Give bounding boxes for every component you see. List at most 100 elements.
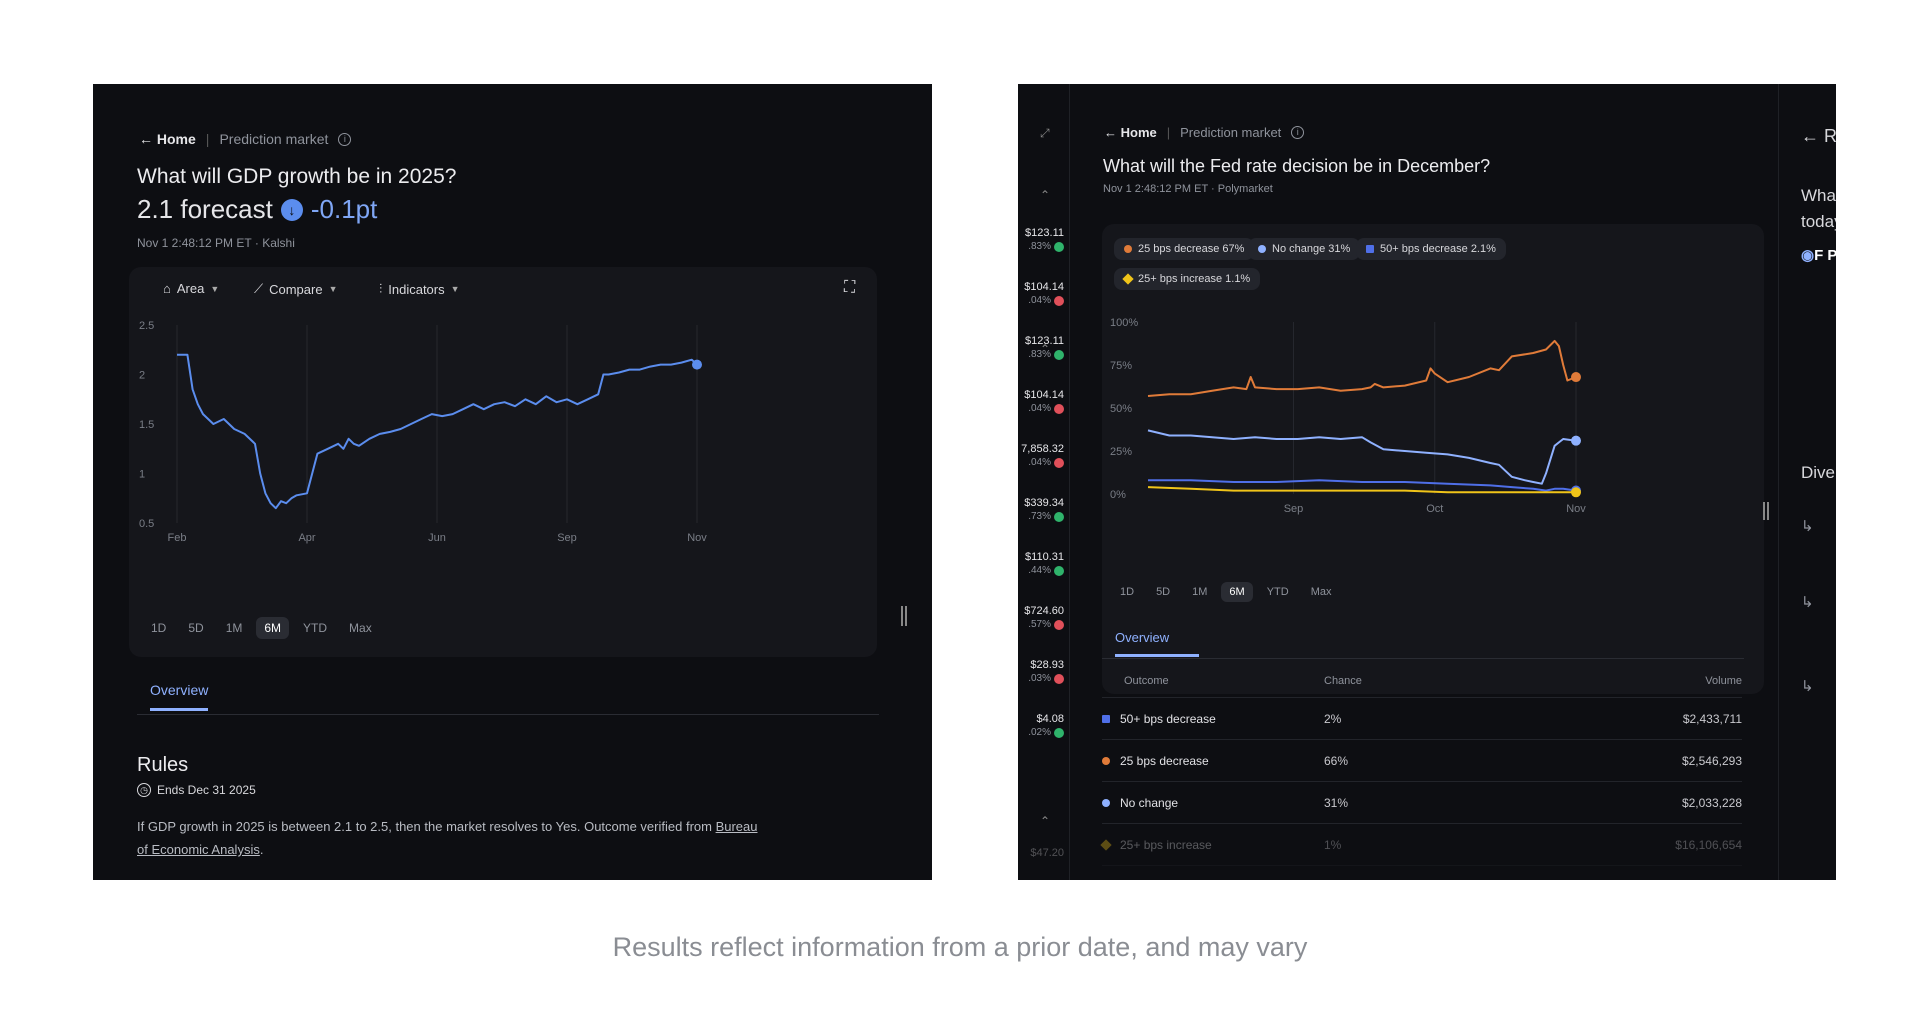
range-1d[interactable]: 1D [151,621,167,635]
tab-overview[interactable]: Overview [1115,630,1199,657]
stock-item[interactable]: $104.14 .04% [1018,280,1064,308]
range-1d[interactable]: 1D [1120,586,1135,598]
chevron-down-icon: ▼ [450,284,460,294]
arrow-up-icon [1054,242,1064,252]
table-row[interactable]: 25+ bps increase 1% $16,106,654 [1100,824,1742,866]
outcome-cell: 25+ bps increase [1100,838,1324,852]
stock-item[interactable]: $123.11 .83% [1018,334,1064,362]
stock-pct: .44% [1028,565,1051,576]
indicators-dropdown[interactable]: ⫶ Indicators ▼ [379,281,460,297]
y-tick-label: 50% [1110,403,1132,415]
gdp-line-chart: Feb Apr Jun Sep Nov 2.5 2 1.5 1 0.5 [139,320,707,544]
legend-item[interactable]: 50+ bps decrease 2.1% [1356,238,1506,260]
stock-item[interactable]: $47.20 [1018,846,1064,860]
arrow-up-icon [1054,728,1064,738]
arrow-up-icon [1054,566,1064,576]
chance-cell: 1% [1324,837,1342,852]
reply-icon[interactable]: ↳ [1801,678,1814,695]
series-line [1147,429,1577,485]
series-line [1148,479,1577,492]
footer-caption: Results reflect information from a prior… [612,932,1308,962]
range-6m[interactable]: 6M [256,617,290,639]
chance-cell: 31% [1324,795,1349,810]
info-icon[interactable]: i [1291,126,1305,139]
logo-icon: ◉ [1801,247,1815,264]
series-endpoint [1571,487,1581,498]
breadcrumb-separator: | [1166,125,1171,140]
stock-item[interactable]: $4.08 .02% [1018,712,1064,740]
stock-item[interactable]: $339.34 .73% [1018,496,1064,524]
stock-item[interactable]: $110.31 .44% [1018,550,1064,578]
stock-item[interactable]: $724.60 .57% [1018,604,1064,632]
volume-cell: $2,033,228 [1681,795,1742,810]
range-ytd[interactable]: YTD [303,621,328,635]
x-tick-label: Jun [428,532,446,544]
home-link[interactable]: ← Home [1104,125,1157,140]
stock-change: .02% [1018,726,1064,740]
stock-pct: .73% [1028,511,1051,522]
fullscreen-icon[interactable]: ⛶ [844,279,856,296]
compare-dropdown[interactable]: ⟋ Compare ▼ [254,281,338,297]
outcome-label: No change [1120,795,1179,810]
bea-link-cont[interactable]: of Economic Analysis [137,842,260,857]
side-back[interactable]: ← Re [1801,126,1836,147]
stock-change: .04% [1018,294,1064,308]
y-tick-label: 0.5 [139,518,154,530]
table-row[interactable]: 50+ bps decrease 2% $2,433,711 [1102,698,1742,740]
stock-item[interactable]: $28.93 .03% [1018,658,1064,686]
series-endpoint [1571,372,1581,383]
range-ytd[interactable]: YTD [1266,586,1289,598]
tab-overview[interactable]: Overview [150,682,209,711]
stock-item[interactable]: $104.14 .04% [1018,388,1064,416]
bea-link[interactable]: Bureau [715,819,758,834]
reply-icon[interactable]: ↳ [1801,594,1814,611]
range-5d[interactable]: 5D [1156,586,1171,598]
chevron-down-icon: ▼ [328,284,338,294]
legend-swatch [1124,245,1132,253]
arrow-up-icon [1054,512,1064,522]
rules-body: If GDP growth in 2025 is between 2.1 to … [137,819,716,834]
stock-item[interactable]: $123.11 .83% [1018,226,1064,254]
chevron-up-icon[interactable]: ⌃ [1040,188,1051,202]
volume-cell: $2,546,293 [1681,753,1742,768]
outcome-label: 50+ bps decrease [1120,711,1216,726]
info-icon[interactable]: i [338,132,352,146]
breadcrumb-section: Prediction market [219,131,329,147]
area-dropdown[interactable]: ⌂ Area ▼ [163,281,219,296]
resize-handle[interactable] [1763,502,1769,520]
stock-item[interactable]: 7,858.32 .04% [1018,442,1064,470]
x-tick-label: Oct [1426,503,1443,515]
y-tick-label: 75% [1110,360,1132,372]
outcome-cell: No change [1102,796,1324,810]
range-6m[interactable]: 6M [1221,582,1253,602]
legend-label: 25 bps decrease 67% [1138,243,1245,255]
table-row[interactable]: 25 bps decrease 66% $2,546,293 [1102,740,1742,782]
stock-pct: .04% [1028,295,1051,306]
legend-item[interactable]: No change 31% [1248,238,1361,260]
reply-icon[interactable]: ↳ [1801,518,1814,535]
range-1m[interactable]: 1M [225,621,243,635]
header-volume: Volume [1705,674,1742,687]
clock-icon: ◷ [137,783,151,797]
stock-price: $123.11 [1025,335,1064,347]
range-5d[interactable]: 5D [188,621,204,635]
chevron-up-icon[interactable]: ⌃ [1040,814,1051,828]
range-1m[interactable]: 1M [1192,586,1208,598]
chevron-down-icon: ▼ [210,283,220,294]
stock-price: $724.60 [1024,605,1064,617]
resize-handle[interactable] [901,606,907,626]
series-line [177,353,698,510]
expand-icon[interactable]: ⤢ [1040,126,1050,140]
range-max[interactable]: Max [1310,586,1332,598]
chevron-up-icon[interactable]: ⌃ [1040,342,1051,356]
stock-pct: .04% [1028,457,1051,468]
y-tick-label: 0% [1110,489,1126,501]
meta-separator: · [1211,183,1218,195]
legend-item[interactable]: 25 bps decrease 67% [1114,238,1255,260]
rules-text: If GDP growth in 2025 is between 2.1 to … [137,815,882,861]
table-row[interactable]: No change 31% $2,033,228 [1102,782,1742,824]
legend-label: No change 31% [1272,243,1351,255]
home-link[interactable]: ← Home [139,131,196,147]
range-max[interactable]: Max [349,621,372,635]
legend-item[interactable]: 25+ bps increase 1.1% [1114,268,1261,290]
